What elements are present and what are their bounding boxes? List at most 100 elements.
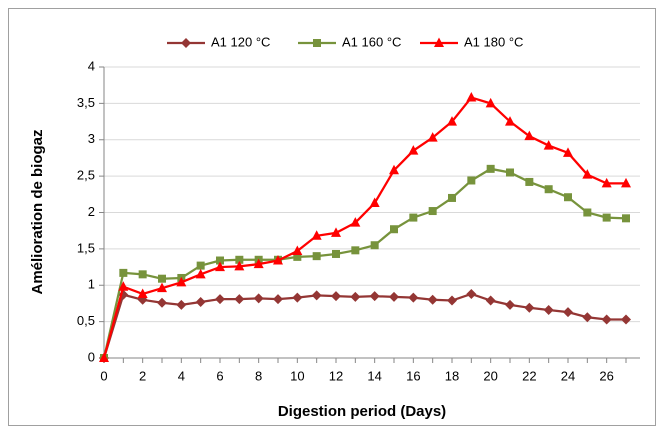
marker-diamond bbox=[234, 294, 245, 305]
marker-square bbox=[119, 268, 128, 277]
marker-square bbox=[409, 213, 418, 222]
marker-triangle bbox=[369, 197, 380, 208]
marker-diamond bbox=[524, 302, 535, 313]
marker-square bbox=[583, 208, 592, 217]
y-tick-label: 1 bbox=[88, 277, 95, 292]
marker-diamond bbox=[505, 299, 515, 310]
marker-diamond bbox=[408, 292, 419, 303]
marker-square bbox=[544, 185, 553, 194]
marker-diamond bbox=[157, 297, 167, 308]
marker-triangle bbox=[311, 230, 322, 240]
marker-square bbox=[525, 177, 534, 186]
y-tick-label: 3 bbox=[88, 131, 95, 146]
marker-square bbox=[486, 164, 495, 173]
marker-diamond bbox=[176, 299, 187, 310]
marker-triangle bbox=[253, 258, 264, 269]
marker-square bbox=[196, 261, 205, 270]
marker-triangle bbox=[563, 147, 573, 157]
marker-square bbox=[602, 213, 611, 222]
marker-triangle bbox=[601, 177, 612, 188]
x-tick-label: 8 bbox=[255, 368, 262, 383]
marker-triangle bbox=[408, 145, 419, 155]
x-tick-label: 24 bbox=[561, 368, 575, 383]
marker-triangle bbox=[273, 255, 283, 265]
marker-triangle bbox=[524, 130, 535, 141]
marker-triangle bbox=[234, 260, 245, 271]
x-tick-label: 18 bbox=[445, 368, 459, 383]
marker-square bbox=[235, 255, 244, 264]
marker-diamond bbox=[350, 291, 361, 302]
marker-square bbox=[293, 252, 302, 261]
marker-triangle bbox=[389, 164, 399, 175]
marker-triangle bbox=[427, 132, 438, 142]
marker-square bbox=[467, 176, 476, 185]
marker-triangle bbox=[137, 288, 148, 298]
y-tick-label: 1,5 bbox=[77, 240, 95, 255]
y-tick-label: 0 bbox=[88, 349, 95, 364]
x-tick-label: 20 bbox=[483, 368, 497, 383]
y-tick-label: 2,5 bbox=[77, 168, 95, 183]
marker-square bbox=[138, 270, 147, 279]
x-tick-label: 6 bbox=[216, 368, 223, 383]
marker-diamond bbox=[369, 291, 380, 302]
marker-diamond bbox=[563, 307, 573, 318]
marker-triangle bbox=[195, 268, 206, 279]
y-tick-label: 3,5 bbox=[77, 95, 95, 110]
marker-triangle bbox=[485, 97, 496, 108]
marker-triangle bbox=[99, 352, 109, 362]
chart-frame bbox=[8, 8, 656, 426]
marker-diamond bbox=[331, 291, 341, 302]
marker-triangle bbox=[350, 217, 361, 227]
marker-diamond bbox=[582, 312, 593, 323]
series-line bbox=[102, 167, 627, 359]
marker-diamond bbox=[253, 293, 264, 304]
x-tick-label: 10 bbox=[290, 368, 304, 383]
x-tick-label: 12 bbox=[329, 368, 343, 383]
marker-square bbox=[216, 256, 224, 265]
marker-diamond bbox=[273, 294, 283, 305]
marker-triangle bbox=[118, 281, 129, 291]
marker-square bbox=[448, 193, 456, 202]
marker-diamond bbox=[292, 292, 303, 303]
marker-triangle bbox=[505, 116, 515, 126]
marker-diamond bbox=[181, 38, 191, 48]
x-tick-label: 4 bbox=[178, 368, 185, 383]
marker-diamond bbox=[543, 304, 554, 315]
marker-triangle bbox=[621, 177, 631, 188]
marker-triangle bbox=[176, 276, 187, 287]
marker-square bbox=[158, 274, 166, 283]
legend-label: A1 160 °C bbox=[342, 34, 401, 49]
series-line bbox=[102, 292, 626, 359]
x-tick-label: 14 bbox=[367, 368, 381, 383]
marker-diamond bbox=[601, 314, 612, 325]
marker-triangle bbox=[543, 140, 554, 150]
marker-triangle bbox=[292, 245, 303, 256]
marker-square bbox=[390, 225, 398, 234]
marker-diamond bbox=[311, 290, 322, 301]
x-tick-label: 16 bbox=[406, 368, 420, 383]
marker-square bbox=[506, 168, 514, 177]
marker-triangle bbox=[215, 261, 225, 272]
marker-square bbox=[564, 193, 572, 202]
x-axis-title: Digestion period (Days) bbox=[278, 403, 446, 420]
y-tick-label: 4 bbox=[88, 58, 95, 73]
marker-square bbox=[312, 252, 321, 261]
marker-triangle bbox=[157, 282, 167, 293]
marker-diamond bbox=[389, 291, 399, 302]
series-line bbox=[102, 96, 626, 359]
marker-triangle bbox=[331, 227, 341, 237]
marker-diamond bbox=[621, 314, 631, 325]
marker-square bbox=[332, 249, 340, 258]
marker-diamond bbox=[485, 295, 496, 306]
marker-triangle bbox=[582, 169, 593, 179]
y-tick-label: 2 bbox=[88, 204, 95, 219]
x-tick-label: 0 bbox=[100, 368, 107, 383]
legend-label: A1 120 °C bbox=[211, 34, 270, 49]
marker-diamond bbox=[427, 294, 438, 305]
marker-diamond bbox=[215, 294, 225, 305]
x-tick-label: 2 bbox=[139, 368, 146, 383]
marker-square bbox=[622, 214, 630, 223]
marker-diamond bbox=[447, 295, 457, 306]
marker-square bbox=[428, 207, 437, 216]
